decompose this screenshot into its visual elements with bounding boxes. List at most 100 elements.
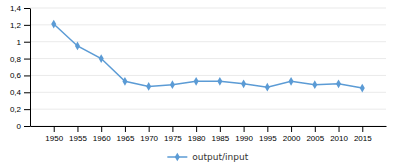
tick-label: 2005 bbox=[306, 134, 324, 143]
grid-line bbox=[30, 24, 386, 25]
marker bbox=[265, 83, 270, 92]
tick-mark bbox=[24, 109, 30, 110]
tick-label: 2000 bbox=[283, 134, 301, 143]
tick: 2000 bbox=[283, 126, 301, 143]
marker bbox=[241, 79, 246, 88]
tick-mark bbox=[54, 126, 55, 132]
tick-mark bbox=[24, 92, 30, 93]
tick: 0,4 bbox=[10, 88, 30, 97]
grid-line bbox=[30, 126, 386, 127]
chart: 1950 1955 1960 1965 1970 1975 1980 1985 1990 1995… bbox=[0, 0, 400, 166]
tick-label: 1,4 bbox=[10, 4, 22, 13]
tick-label: 1955 bbox=[69, 134, 87, 143]
tick: 2010 bbox=[330, 126, 348, 143]
tick-label: 0,2 bbox=[10, 105, 22, 114]
tick-mark bbox=[291, 126, 292, 132]
tick-mark bbox=[125, 126, 126, 132]
tick: 1,2 bbox=[10, 21, 30, 30]
tick: 1 bbox=[17, 38, 30, 47]
tick-label: 1950 bbox=[45, 134, 63, 143]
tick-mark bbox=[196, 126, 197, 132]
series-group bbox=[51, 20, 365, 93]
legend: output/input bbox=[167, 152, 248, 162]
legend-label: output/input bbox=[192, 152, 248, 162]
tick-label: 1985 bbox=[211, 134, 229, 143]
tick: 1985 bbox=[211, 126, 229, 143]
marker bbox=[360, 84, 365, 93]
axis-line bbox=[31, 126, 387, 127]
tick-mark bbox=[149, 126, 150, 132]
tick: 1990 bbox=[235, 126, 253, 143]
tick-label: 2015 bbox=[354, 134, 372, 143]
y-axis: 0 0,2 0,4 0,6 0,8 1 1,2 1,4 bbox=[10, 4, 31, 131]
tick-mark bbox=[24, 126, 30, 127]
tick-mark bbox=[362, 126, 363, 132]
grid-line bbox=[30, 75, 386, 76]
tick-label: 1 bbox=[17, 38, 22, 47]
tick-mark bbox=[24, 59, 30, 60]
tick-mark bbox=[315, 126, 316, 132]
marker bbox=[194, 77, 199, 86]
x-axis: 1950 1955 1960 1965 1970 1975 1980 1985 1990 1995… bbox=[31, 126, 387, 143]
grid-line bbox=[30, 109, 386, 110]
tick-label: 1990 bbox=[235, 134, 253, 143]
tick: 0,2 bbox=[10, 105, 30, 114]
marker bbox=[99, 54, 104, 63]
tick-mark bbox=[24, 25, 30, 26]
tick-mark bbox=[172, 126, 173, 132]
grid-line bbox=[30, 41, 386, 42]
tick-mark bbox=[77, 126, 78, 132]
tick-mark bbox=[220, 126, 221, 132]
tick: 1995 bbox=[259, 126, 277, 143]
tick: 1975 bbox=[164, 126, 182, 143]
tick-label: 1995 bbox=[259, 134, 277, 143]
legend-item: output/input bbox=[167, 152, 248, 162]
tick-label: 1970 bbox=[140, 134, 158, 143]
marker bbox=[312, 80, 317, 89]
tick-mark bbox=[267, 126, 268, 132]
legend-marker bbox=[175, 153, 180, 162]
tick: 1970 bbox=[140, 126, 158, 143]
tick-label: 1975 bbox=[164, 134, 182, 143]
line bbox=[54, 24, 363, 88]
tick-label: 1960 bbox=[93, 134, 111, 143]
marker bbox=[217, 77, 222, 86]
plot: 1950 1955 1960 1965 1970 1975 1980 1985 1990 1995… bbox=[10, 4, 387, 143]
tick-mark bbox=[101, 126, 102, 132]
marker bbox=[51, 20, 56, 29]
marker bbox=[170, 80, 175, 89]
tick: 1950 bbox=[45, 126, 63, 143]
tick-label: 0,8 bbox=[10, 55, 22, 64]
grid-line bbox=[30, 8, 386, 9]
tick-mark bbox=[24, 42, 30, 43]
tick: 0,6 bbox=[10, 71, 30, 80]
marker bbox=[336, 79, 341, 88]
tick: 2015 bbox=[354, 126, 372, 143]
tick: 0,8 bbox=[10, 55, 30, 64]
marker bbox=[122, 77, 127, 86]
tick: 0 bbox=[17, 122, 30, 131]
tick: 1,4 bbox=[10, 4, 30, 13]
tick-label: 1965 bbox=[117, 134, 135, 143]
marker bbox=[289, 77, 294, 86]
axis-line bbox=[30, 9, 31, 127]
tick: 1960 bbox=[93, 126, 111, 143]
tick: 1965 bbox=[117, 126, 135, 143]
grid bbox=[30, 8, 386, 126]
tick-label: 2010 bbox=[330, 134, 348, 143]
tick-label: 1,2 bbox=[10, 21, 22, 30]
tick: 2005 bbox=[306, 126, 324, 143]
tick-label: 0 bbox=[17, 122, 22, 131]
tick-label: 1980 bbox=[188, 134, 206, 143]
tick: 1980 bbox=[188, 126, 206, 143]
grid-line bbox=[30, 58, 386, 59]
tick-mark bbox=[24, 75, 30, 76]
tick-mark bbox=[339, 126, 340, 132]
tick-mark bbox=[24, 8, 30, 9]
tick-label: 0,4 bbox=[10, 88, 22, 97]
marker bbox=[146, 82, 151, 91]
marker bbox=[75, 42, 80, 51]
grid-line bbox=[30, 92, 386, 93]
tick-mark bbox=[244, 126, 245, 132]
tick-label: 0,6 bbox=[10, 71, 22, 80]
